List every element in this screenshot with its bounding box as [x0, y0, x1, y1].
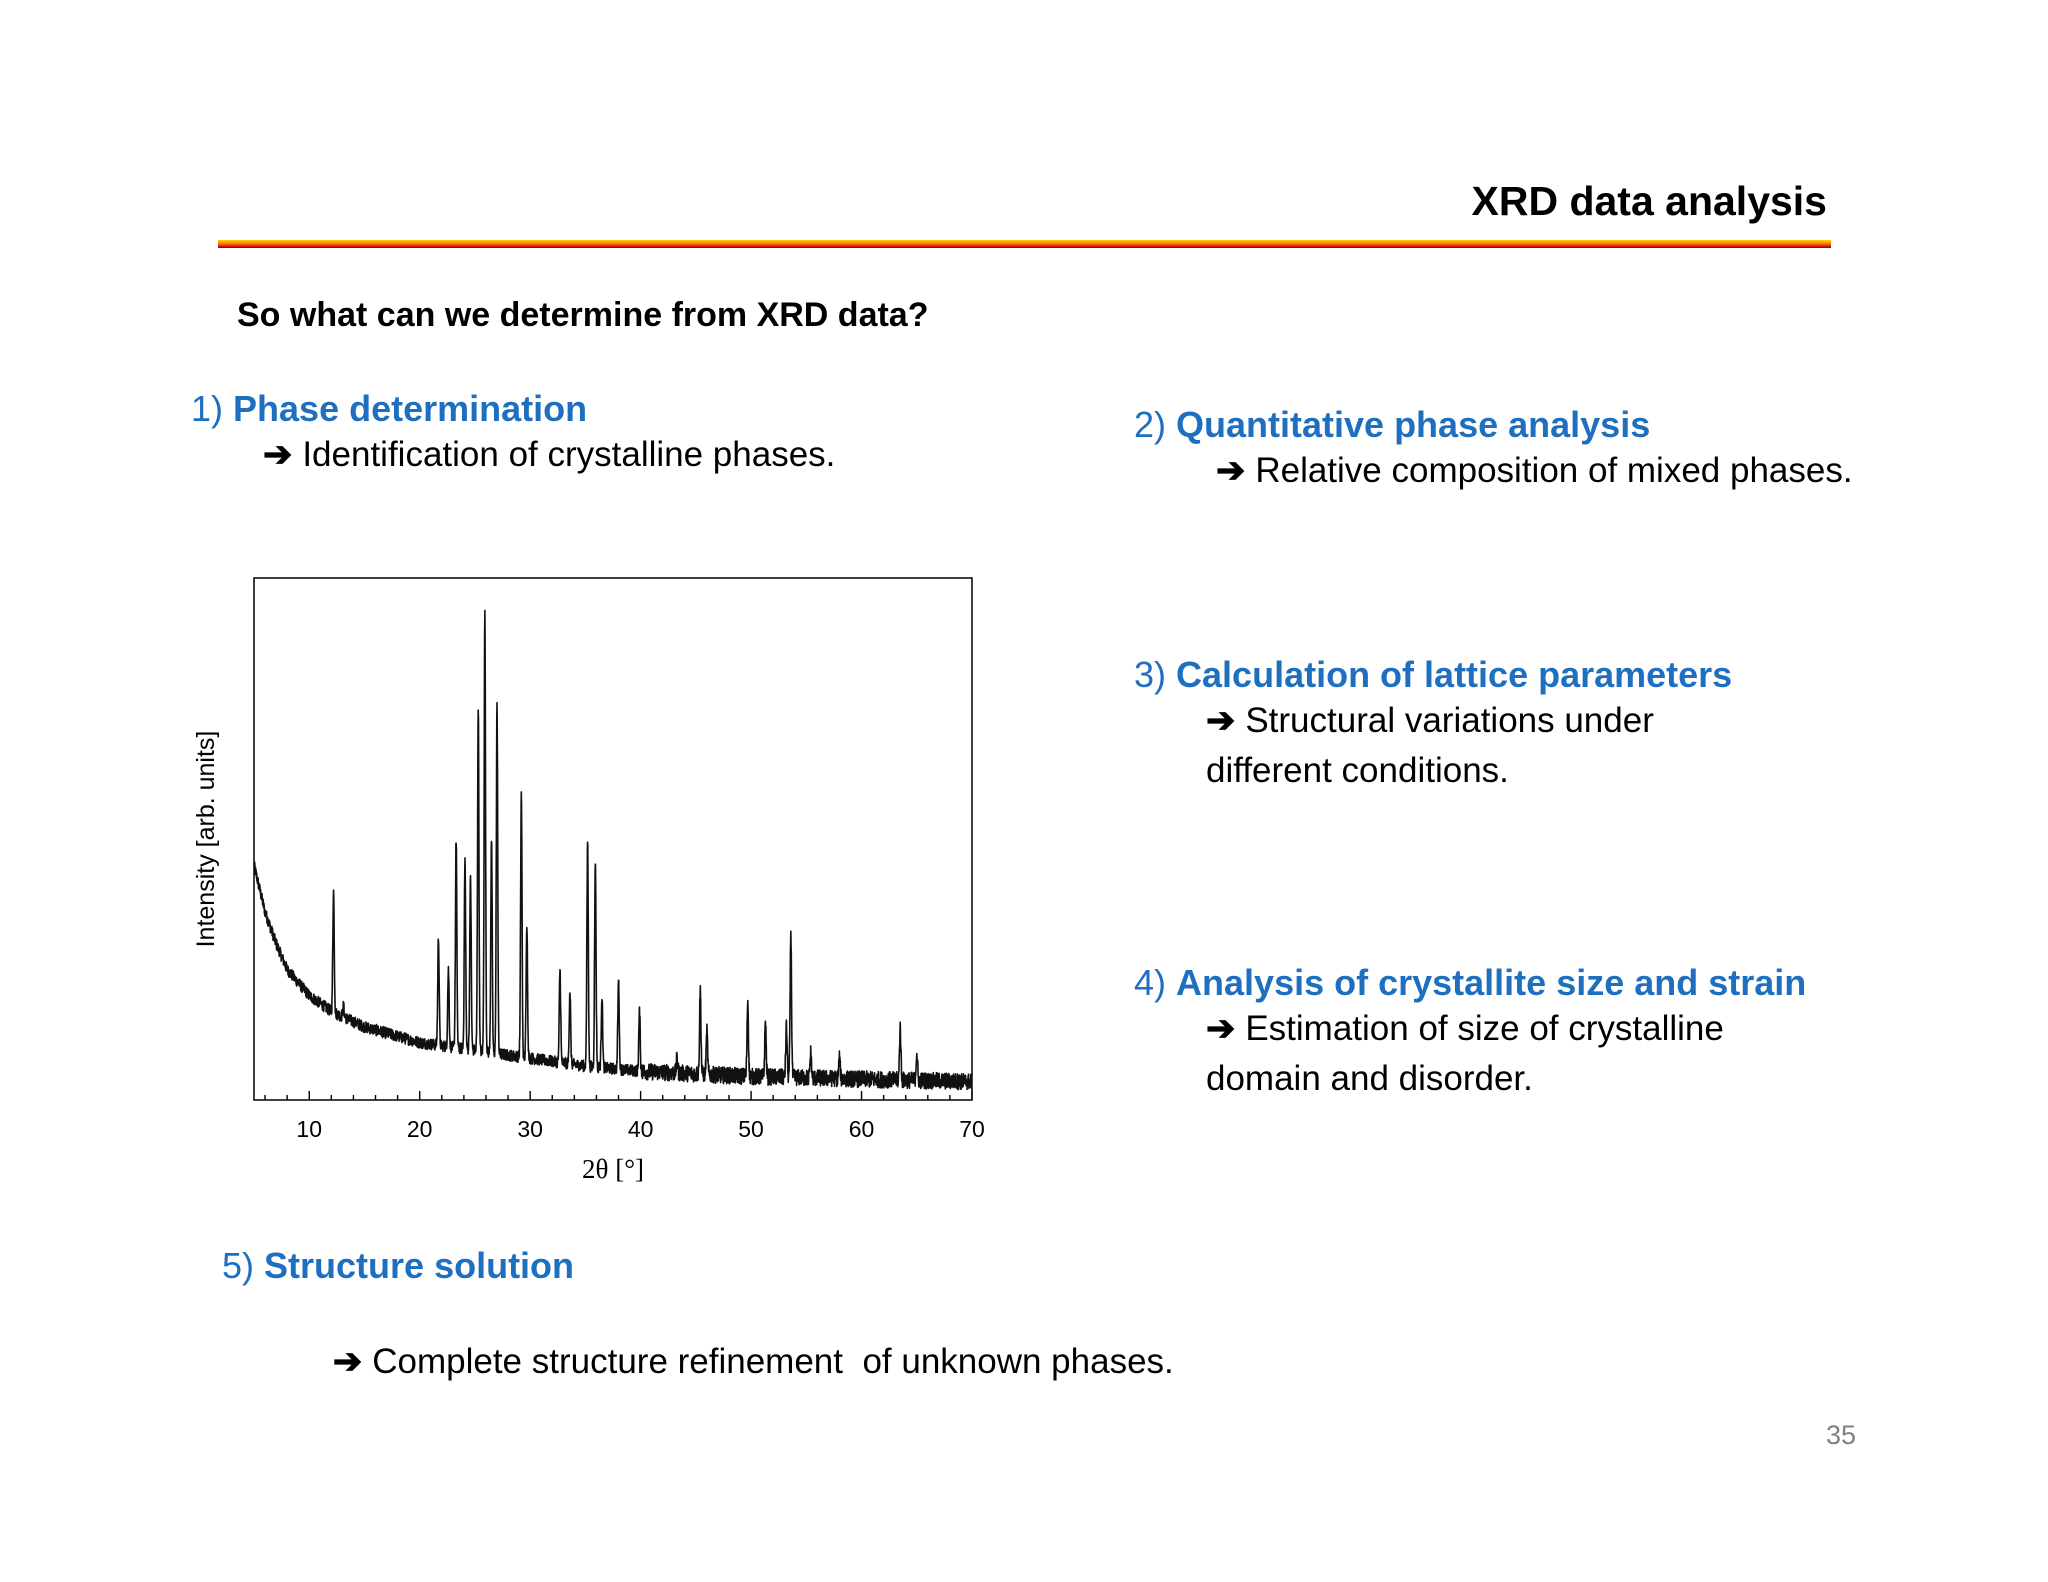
xrd-pattern-chart: 10 20 30 40 50 60 70 Intensity [arb. units] 2θ…	[192, 577, 985, 1184]
title-underline-bar	[218, 240, 1831, 248]
x-tick-label: 60	[849, 1116, 875, 1142]
item-number: 4)	[1134, 962, 1167, 1003]
x-axis-label: 2θ [°]	[582, 1154, 644, 1184]
x-axis-ticks	[264, 1091, 973, 1100]
item-description-text: Estimation of size of crystalline domain…	[1206, 1009, 1724, 1098]
x-tick-label: 50	[738, 1116, 764, 1142]
x-tick-label: 10	[296, 1116, 322, 1142]
item-heading: 1) Phase determination	[191, 388, 835, 430]
item-description-text: Complete structure refinement of unknown…	[372, 1342, 1174, 1381]
item-description: ➔ Identification of crystalline phases.	[191, 430, 835, 480]
item-heading: 2) Quantitative phase analysis	[1134, 404, 1853, 446]
item-number: 1)	[191, 388, 224, 429]
item-title: Phase determination	[233, 388, 588, 429]
x-tick-label: 20	[407, 1116, 433, 1142]
x-tick-label: 30	[517, 1116, 543, 1142]
item-description-text: Relative composition of mixed phases.	[1255, 451, 1853, 490]
item-description-text: Structural variations under different co…	[1206, 701, 1654, 790]
item-structure-solution: 5) Structure solution ➔ Complete structur…	[222, 1245, 1174, 1437]
arrow-icon: ➔	[1216, 451, 1246, 490]
item-description: ➔ Structural variations under different c…	[1206, 696, 1746, 796]
item-title: Calculation of lattice parameters	[1176, 654, 1733, 695]
item-heading: 3) Calculation of lattice parameters	[1134, 654, 1746, 696]
arrow-icon: ➔	[332, 1342, 363, 1381]
item-description: ➔ Estimation of size of crystalline domai…	[1206, 1004, 1806, 1104]
y-axis-label: Intensity [arb. units]	[192, 731, 220, 948]
arrow-icon: ➔	[263, 435, 293, 474]
item-number: 2)	[1134, 404, 1167, 445]
arrow-icon: ➔	[1206, 1009, 1236, 1048]
item-number: 5)	[222, 1245, 255, 1286]
item-lattice-parameters: 3) Calculation of lattice parameters ➔ St…	[1134, 654, 1746, 796]
page-number: 35	[1826, 1420, 1857, 1450]
item-description-text: Identification of crystalline phases.	[302, 435, 836, 474]
item-quantitative-phase-analysis: 2) Quantitative phase analysis ➔ Relative…	[1134, 404, 1853, 496]
x-tick-label: 70	[959, 1116, 985, 1142]
item-number: 3)	[1134, 654, 1167, 695]
x-tick-label: 40	[628, 1116, 654, 1142]
item-title: Structure solution	[264, 1245, 575, 1286]
diffraction-trace	[253, 609, 973, 1091]
slide-title: XRD data analysis	[1471, 178, 1828, 224]
arrow-icon: ➔	[1206, 701, 1236, 740]
question-heading: So what can we determine from XRD data?	[237, 296, 929, 334]
item-heading: 4) Analysis of crystallite size and stra…	[1134, 962, 1806, 1004]
item-heading: 5) Structure solution	[222, 1245, 1174, 1287]
item-description: ➔ Relative composition of mixed phases.	[1134, 446, 1853, 496]
item-title: Analysis of crystallite size and strain	[1176, 962, 1807, 1003]
item-title: Quantitative phase analysis	[1176, 404, 1651, 445]
item-crystallite-size-strain: 4) Analysis of crystallite size and stra…	[1134, 962, 1806, 1104]
x-axis-tick-labels: 10 20 30 40 50 60 70	[296, 1116, 984, 1142]
item-phase-determination: 1) Phase determination ➔ Identification o…	[191, 388, 835, 480]
plot-frame	[253, 577, 973, 1101]
item-description: ➔ Complete structure refinement of unknow…	[222, 1287, 1174, 1437]
